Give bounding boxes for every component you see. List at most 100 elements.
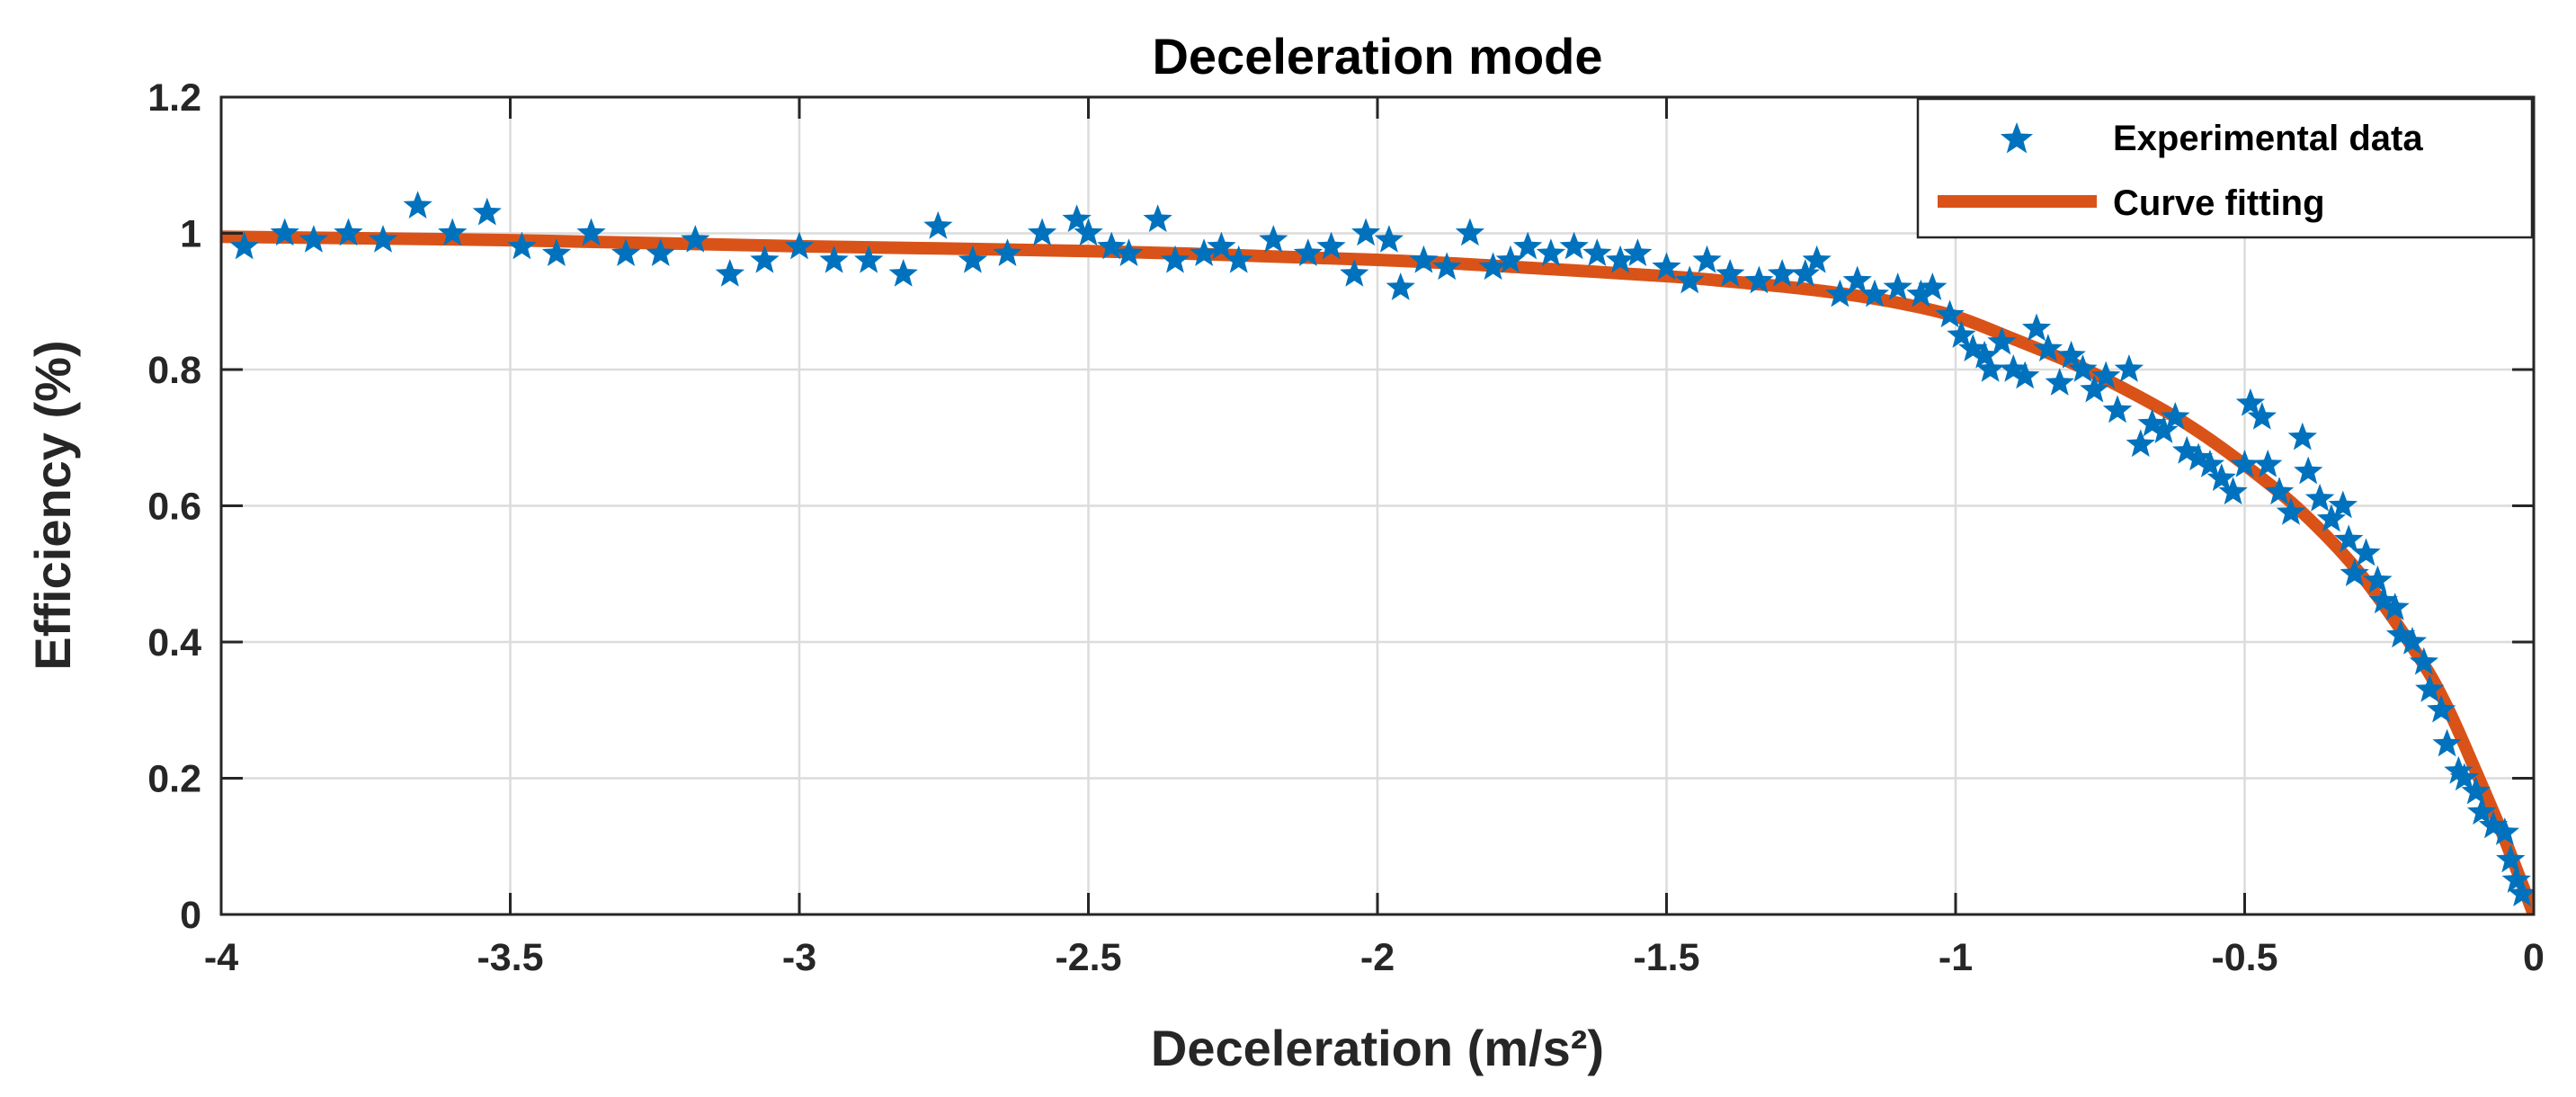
data-point bbox=[2235, 388, 2266, 416]
data-point bbox=[1432, 252, 1462, 281]
data-point bbox=[1716, 259, 1745, 287]
data-point bbox=[1883, 272, 1912, 300]
data-point bbox=[1495, 245, 1526, 273]
chart-title: Deceleration mode bbox=[1152, 28, 1602, 85]
legend-box bbox=[1916, 97, 2534, 239]
data-point bbox=[1409, 245, 1439, 273]
data-point bbox=[2294, 456, 2323, 485]
data-point bbox=[2080, 374, 2109, 403]
data-point bbox=[1906, 279, 1936, 308]
data-point bbox=[1692, 245, 1722, 273]
data-point bbox=[2264, 477, 2295, 505]
data-point bbox=[1293, 238, 1323, 266]
data-point bbox=[1027, 218, 1057, 246]
data-point bbox=[1340, 259, 1369, 287]
data-point bbox=[1825, 279, 1855, 308]
legend: Experimental data Curve fitting bbox=[1916, 97, 2534, 239]
data-point bbox=[2490, 817, 2519, 845]
data-point bbox=[368, 225, 398, 253]
data-point bbox=[403, 191, 432, 219]
data-point bbox=[819, 245, 849, 273]
data-point bbox=[2172, 435, 2202, 464]
data-point bbox=[993, 238, 1022, 266]
data-point bbox=[923, 210, 953, 239]
data-point bbox=[2328, 490, 2358, 519]
data-point bbox=[2508, 878, 2534, 906]
x-tick-label: -0.5 bbox=[2211, 936, 2277, 979]
data-point bbox=[888, 259, 918, 287]
data-point bbox=[2247, 402, 2277, 430]
y-tick-label: 0.8 bbox=[147, 349, 201, 392]
data-point bbox=[2276, 497, 2306, 525]
data-point bbox=[2149, 415, 2179, 443]
data-point bbox=[1767, 259, 1797, 287]
data-point bbox=[1259, 225, 1288, 253]
data-point bbox=[1160, 245, 1190, 273]
data-point bbox=[2195, 450, 2225, 477]
data-point bbox=[2091, 361, 2121, 389]
x-tick-label: -2.5 bbox=[1055, 936, 1121, 979]
data-point bbox=[2287, 422, 2317, 450]
data-point bbox=[2501, 865, 2531, 893]
data-point bbox=[1559, 231, 1589, 260]
data-point bbox=[681, 225, 710, 253]
data-point bbox=[2230, 450, 2260, 477]
data-point bbox=[1582, 238, 1612, 266]
data-point bbox=[1386, 272, 1415, 300]
data-point bbox=[299, 225, 328, 253]
x-tick-label: -2 bbox=[1360, 936, 1395, 979]
y-tick-label: 1 bbox=[180, 213, 201, 256]
data-point bbox=[541, 238, 572, 266]
data-point bbox=[2427, 694, 2456, 723]
x-tick-label: -1.5 bbox=[1633, 936, 1699, 979]
data-point bbox=[2218, 477, 2248, 505]
data-point bbox=[2478, 810, 2509, 839]
data-point bbox=[646, 238, 675, 266]
data-point bbox=[958, 245, 988, 273]
data-point bbox=[576, 218, 606, 246]
data-point bbox=[2304, 483, 2335, 512]
y-tick-label: 0 bbox=[180, 894, 201, 937]
x-axis-title: Deceleration (m/s²) bbox=[1151, 1020, 1604, 1076]
y-tick-label: 0.6 bbox=[147, 486, 201, 529]
data-point bbox=[1316, 231, 1346, 260]
data-point bbox=[1374, 225, 1404, 253]
legend-star-marker bbox=[2000, 122, 2034, 154]
data-point bbox=[2351, 538, 2381, 566]
data-point bbox=[2467, 797, 2497, 825]
y-tick-label: 0.4 bbox=[147, 621, 201, 664]
data-point bbox=[1478, 252, 1508, 281]
data-point bbox=[2334, 524, 2364, 553]
data-point bbox=[1351, 218, 1381, 246]
data-point bbox=[611, 238, 641, 266]
y-tick-label: 0.2 bbox=[147, 758, 201, 801]
x-tick-label: -1 bbox=[1939, 936, 1973, 979]
data-point bbox=[1802, 245, 1832, 273]
legend-label-curve-fitting: Curve fitting bbox=[2113, 183, 2325, 223]
data-point bbox=[715, 259, 744, 287]
data-point bbox=[2021, 313, 2052, 342]
data-point bbox=[2496, 844, 2526, 873]
data-point bbox=[1536, 238, 1566, 266]
x-tick-label: -4 bbox=[204, 936, 238, 979]
data-point bbox=[1935, 299, 1965, 328]
data-point bbox=[1623, 238, 1653, 266]
data-point bbox=[2363, 565, 2393, 593]
data-point bbox=[2033, 334, 2063, 361]
x-tick-label: 0 bbox=[2523, 936, 2545, 979]
data-point bbox=[1842, 265, 1872, 294]
data-point bbox=[507, 231, 537, 260]
data-point bbox=[472, 197, 502, 226]
data-point bbox=[1189, 238, 1219, 266]
data-point bbox=[1958, 334, 1988, 361]
data-point bbox=[2126, 429, 2155, 458]
data-point bbox=[1970, 340, 2000, 369]
data-point bbox=[1207, 231, 1236, 260]
data-point bbox=[2183, 442, 2214, 471]
data-point bbox=[2253, 450, 2283, 477]
data-point bbox=[1074, 218, 1103, 246]
data-point bbox=[1744, 265, 1774, 294]
data-point bbox=[1652, 252, 1681, 281]
data-point bbox=[2206, 463, 2236, 491]
